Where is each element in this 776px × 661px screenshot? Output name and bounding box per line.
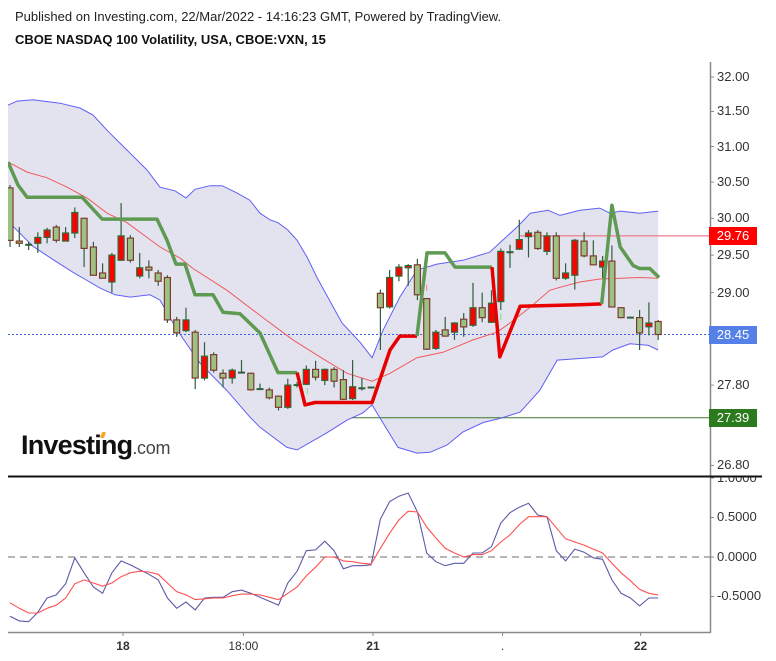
candle-body <box>136 267 144 277</box>
candle-body <box>339 379 347 400</box>
candle-body <box>173 319 181 334</box>
candle-body <box>145 266 153 271</box>
trend-line-segment <box>295 334 417 407</box>
candle-body <box>312 368 320 378</box>
candle-body <box>478 307 486 319</box>
candle-body <box>52 226 60 241</box>
candle-body <box>543 235 551 252</box>
candle-body <box>386 276 394 308</box>
candle-body <box>432 331 440 350</box>
candle-body <box>34 236 42 244</box>
candle-body <box>487 302 496 323</box>
investing-logo: Investing.com <box>21 430 170 464</box>
candle-body <box>395 266 403 277</box>
candle-body <box>524 232 533 238</box>
candle-body <box>617 307 625 319</box>
candle-body <box>497 250 505 303</box>
candle-body <box>460 318 468 328</box>
candle-body <box>71 211 79 234</box>
published-notice: Published on Investing.com, 22/Mar/2022 … <box>15 9 502 24</box>
candle-body <box>228 369 236 379</box>
candle-body <box>126 237 135 261</box>
bollinger-fill <box>8 99 659 454</box>
oscillator-pane <box>8 492 710 623</box>
candle-body <box>571 239 579 276</box>
candle-body <box>182 319 190 332</box>
candle-body <box>219 372 227 379</box>
candle-body <box>80 217 88 250</box>
candle-body <box>98 272 107 279</box>
candle-body <box>200 355 209 379</box>
candle-body <box>154 272 162 282</box>
candle-body <box>108 254 116 283</box>
candle-body <box>580 240 588 257</box>
candle-body <box>376 292 384 309</box>
candle-body <box>441 329 449 337</box>
candle-body <box>191 331 199 379</box>
candle-body <box>247 372 255 391</box>
logo-brand-text: Investing <box>21 430 133 460</box>
candle-body <box>15 240 23 244</box>
candle-body <box>561 272 570 279</box>
logo-suffix-text: .com <box>132 438 171 458</box>
signal-marker: I <box>500 312 503 322</box>
candle-body <box>608 260 616 308</box>
candle-body <box>43 229 51 239</box>
candle-body <box>117 235 125 261</box>
candle-body <box>635 317 644 334</box>
candle-body <box>349 386 357 400</box>
candle-body <box>589 255 597 266</box>
bollinger-upper-line <box>8 99 659 359</box>
candle-body <box>265 389 273 399</box>
candle-body <box>450 322 459 333</box>
candle-body <box>469 307 477 326</box>
candle-body <box>210 354 218 371</box>
candle-body <box>163 276 171 321</box>
trend-line-segment <box>490 266 602 359</box>
candle-body <box>330 368 338 382</box>
instrument-title: CBOE NASDAQ 100 Volatility, USA, CBOE:VX… <box>15 32 326 47</box>
oscillator-fast-line <box>9 492 659 623</box>
chart-axes <box>8 62 762 636</box>
candle-body <box>89 246 98 276</box>
candle-body <box>404 265 412 269</box>
candle-body <box>413 264 421 296</box>
candle-body <box>321 368 329 381</box>
candle-body <box>654 320 662 336</box>
signal-marker: I <box>306 387 309 397</box>
candle-body <box>61 232 70 242</box>
bollinger-lower-line <box>8 220 659 454</box>
candle-body <box>534 231 542 250</box>
bollinger-middle-line <box>8 161 659 382</box>
price-pane: I I I <box>8 99 710 454</box>
candle-body <box>274 395 283 408</box>
trend-line-segment <box>8 161 298 375</box>
signal-marker: I <box>425 283 428 293</box>
candle-body <box>423 298 431 350</box>
candle-body <box>8 187 14 241</box>
trend-line-segment <box>415 251 492 337</box>
candle-body <box>515 239 523 250</box>
candle-body <box>284 384 292 408</box>
candle-body <box>302 368 310 385</box>
oscillator-signal-line <box>9 510 659 614</box>
candle-body <box>645 322 653 328</box>
trend-line-segment <box>599 203 661 305</box>
candle-body <box>552 235 560 279</box>
